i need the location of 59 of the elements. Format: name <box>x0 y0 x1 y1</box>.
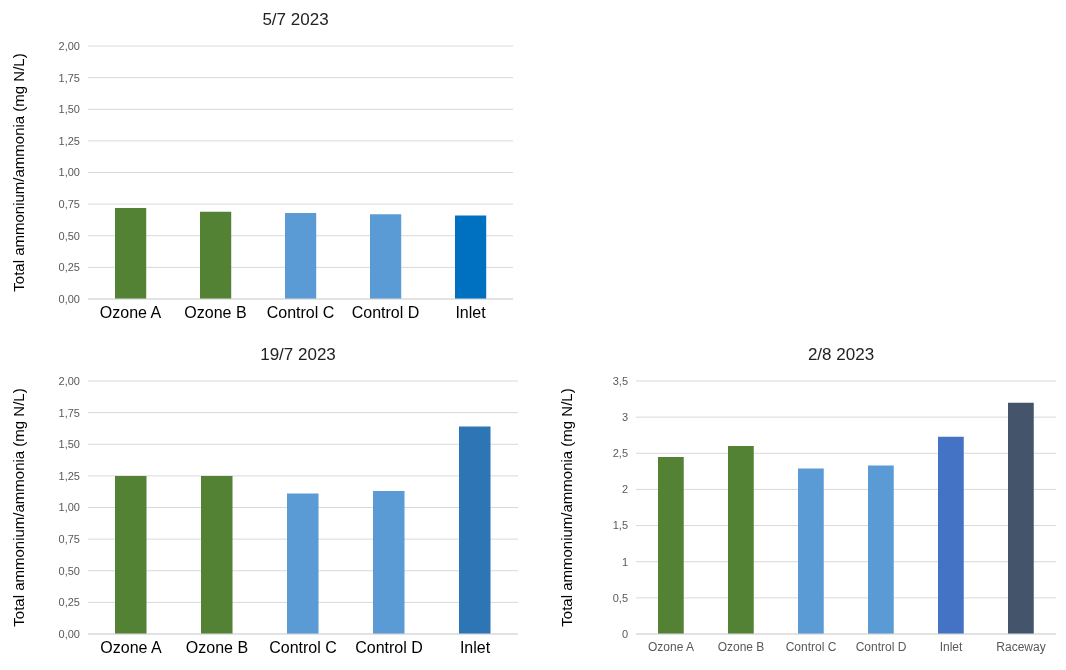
bar <box>798 468 824 634</box>
y-tick-label: 0,25 <box>58 596 80 609</box>
y-axis-title: Total ammonium/ammonia (mg N/L) <box>10 388 28 627</box>
bar <box>115 475 147 634</box>
x-tick-label: Ozone A <box>647 639 695 654</box>
y-tick-label: 0,00 <box>58 627 80 640</box>
y-tick-label: 2,00 <box>58 374 80 387</box>
y-tick-label: 1,25 <box>58 469 80 482</box>
chart-title: 2/8 2023 <box>806 345 876 365</box>
y-tick-label: 1,25 <box>58 134 80 147</box>
bar <box>373 491 405 634</box>
x-tick-label: Inlet <box>939 639 963 654</box>
x-tick-label: Ozone A <box>100 639 163 657</box>
y-tick-label: 3 <box>621 411 628 424</box>
x-tick-label: Inlet <box>459 639 491 657</box>
y-tick-label: 1,5 <box>612 519 628 532</box>
y-tick-label: 2 <box>621 483 628 496</box>
x-tick-label: Ozone B <box>717 639 765 654</box>
y-tick-label: 0,75 <box>58 533 80 546</box>
y-tick-label: 1,00 <box>58 166 80 179</box>
y-axis-title: Total ammonium/ammonia (mg N/L) <box>558 388 576 627</box>
x-tick-label: Ozone A <box>99 304 162 322</box>
bar <box>938 436 964 634</box>
y-tick-label: 1,50 <box>58 103 80 116</box>
y-tick-label: 1,75 <box>58 71 80 84</box>
bar <box>1008 402 1034 634</box>
x-tick-label: Control D <box>855 639 907 654</box>
x-tick-label: Control C <box>269 639 337 657</box>
y-tick-label: 0,5 <box>612 591 628 604</box>
y-tick-label: 1,50 <box>58 438 80 451</box>
y-tick-label: 0,25 <box>58 261 80 274</box>
x-tick-label: Control D <box>355 639 423 657</box>
x-tick-label: Ozone B <box>184 304 247 322</box>
bar <box>658 456 684 634</box>
x-tick-label: Inlet <box>455 304 487 322</box>
x-tick-label: Ozone B <box>185 639 249 657</box>
y-tick-label: 3,5 <box>612 374 628 387</box>
y-tick-label: 0,75 <box>58 198 80 211</box>
bar <box>459 426 491 634</box>
y-tick-label: 2,5 <box>612 447 628 460</box>
y-tick-label: 0,50 <box>58 564 80 577</box>
chart-title: 5/7 2023 <box>261 10 330 30</box>
y-axis-title: Total ammonium/ammonia (mg N/L) <box>10 53 28 292</box>
bar <box>868 465 894 634</box>
y-tick-label: 1,00 <box>58 501 80 514</box>
bar <box>201 475 233 634</box>
x-tick-label: Control C <box>785 639 837 654</box>
x-tick-label: Control D <box>351 304 420 322</box>
y-tick-label: 1 <box>621 555 628 568</box>
y-tick-label: 0,50 <box>58 229 80 242</box>
y-tick-label: 1,75 <box>58 406 80 419</box>
bar <box>287 493 319 634</box>
chart-title: 19/7 2023 <box>259 345 337 365</box>
x-tick-label: Raceway <box>996 639 1046 654</box>
y-tick-label: 0 <box>621 627 628 640</box>
bar <box>728 446 754 634</box>
y-tick-label: 2,00 <box>58 39 80 52</box>
y-tick-label: 0,00 <box>58 292 80 305</box>
x-tick-label: Control C <box>266 304 335 322</box>
